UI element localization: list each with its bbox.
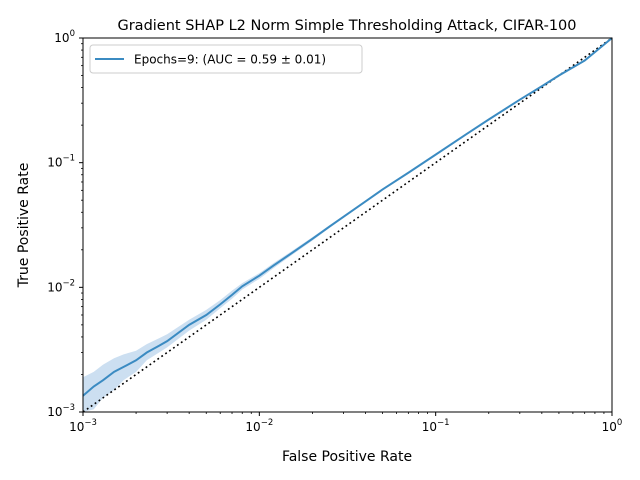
axes-background (83, 38, 612, 412)
roc-curve-line (82, 37, 613, 397)
y-axis-label: True Positive Rate (16, 163, 32, 289)
chart-title: Gradient SHAP L2 Norm Simple Thresholdin… (117, 18, 576, 34)
x-axis-label: False Positive Rate (282, 449, 412, 465)
legend-box (89, 44, 363, 74)
legend-entry-label: Epochs=9: (AUC = 0.59 ± 0.01) (134, 53, 326, 67)
legend: Epochs=9: (AUC = 0.59 ± 0.01) (89, 44, 363, 74)
plot-area (82, 37, 613, 413)
axes-frame (82, 37, 613, 413)
